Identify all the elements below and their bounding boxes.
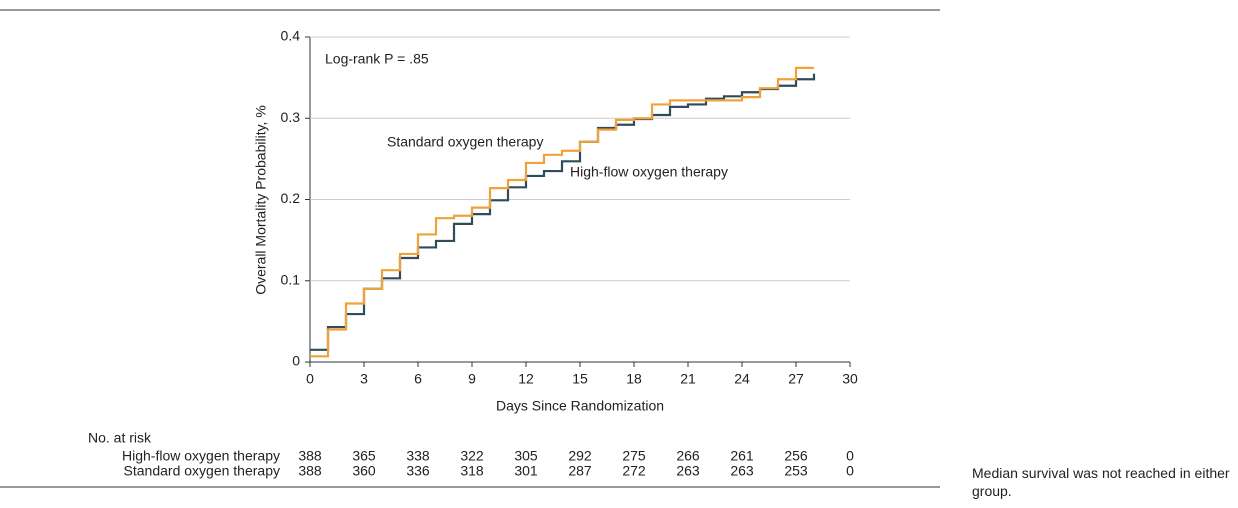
y-axis-label: Overall Mortality Probability, % — [253, 105, 269, 295]
x-tick-label: 15 — [572, 371, 588, 387]
x-tick-label: 0 — [306, 371, 314, 387]
at-risk-value: 301 — [514, 463, 538, 479]
at-risk-value: 388 — [298, 463, 322, 479]
at-risk-value: 388 — [298, 448, 322, 464]
at-risk-row-label: Standard oxygen therapy — [124, 463, 280, 479]
series-label: High-flow oxygen therapy — [570, 164, 728, 180]
at-risk-value: 256 — [784, 448, 808, 464]
at-risk-value: 292 — [568, 448, 592, 464]
x-tick-label: 27 — [788, 371, 804, 387]
at-risk-value: 287 — [568, 463, 592, 479]
x-tick-label: 6 — [414, 371, 422, 387]
at-risk-value: 263 — [730, 463, 754, 479]
at-risk-value: 0 — [846, 463, 854, 479]
x-tick-label: 30 — [842, 371, 858, 387]
y-tick-label: 0 — [292, 353, 300, 369]
at-risk-value: 266 — [676, 448, 700, 464]
at-risk-value: 261 — [730, 448, 754, 464]
at-risk-value: 272 — [622, 463, 646, 479]
at-risk-value: 318 — [460, 463, 484, 479]
y-tick-label: 0.2 — [281, 190, 301, 206]
at-risk-value: 336 — [406, 463, 430, 479]
y-tick-label: 0.3 — [281, 109, 301, 125]
at-risk-value: 338 — [406, 448, 430, 464]
y-tick-label: 0.4 — [281, 28, 301, 44]
at-risk-value: 305 — [514, 448, 538, 464]
note: Median survival was not reached in eithe… — [972, 465, 1230, 499]
x-tick-label: 12 — [518, 371, 534, 387]
at-risk-value: 365 — [352, 448, 376, 464]
at-risk-title: No. at risk — [88, 430, 152, 446]
at-risk-value: 263 — [676, 463, 700, 479]
at-risk-value: 0 — [846, 448, 854, 464]
at-risk-value: 253 — [784, 463, 808, 479]
at-risk-value: 322 — [460, 448, 484, 464]
series-label: Standard oxygen therapy — [387, 134, 543, 150]
x-tick-label: 3 — [360, 371, 368, 387]
x-tick-label: 9 — [468, 371, 476, 387]
survival-line — [310, 66, 814, 358]
annotation: Log-rank P = .85 — [325, 51, 429, 67]
x-tick-label: 24 — [734, 371, 750, 387]
at-risk-row-label: High-flow oxygen therapy — [122, 448, 280, 464]
at-risk-value: 275 — [622, 448, 646, 464]
x-tick-label: 21 — [680, 371, 696, 387]
x-tick-label: 18 — [626, 371, 642, 387]
survival-line — [310, 73, 816, 351]
y-tick-label: 0.1 — [281, 271, 301, 287]
x-axis-label: Days Since Randomization — [496, 398, 664, 414]
at-risk-value: 360 — [352, 463, 376, 479]
